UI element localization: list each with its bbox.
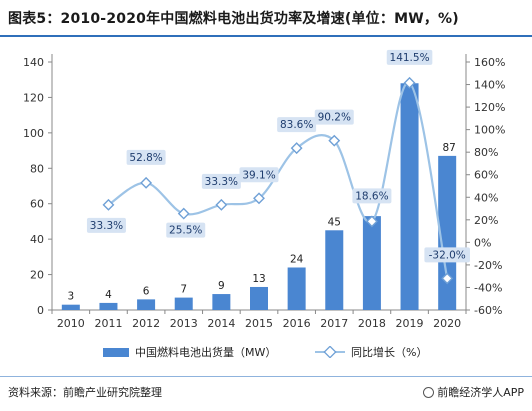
right-tick-label: -60% [474,304,502,317]
growth-label-box [166,222,206,238]
right-tick-label: 140% [474,79,505,92]
right-tick-label: 20% [474,214,498,227]
legend-item-bar: 中国燃料电池出货量（MW） [103,344,276,360]
bar [325,230,344,310]
right-tick-label: 80% [474,146,498,159]
right-tick-label: -40% [474,281,502,294]
growth-label-box [201,173,241,189]
growth-marker [328,134,341,147]
growth-label-box [424,247,470,263]
bar-value-label: 4 [105,289,112,301]
x-tick-label: 2015 [245,317,273,330]
bar [400,83,419,310]
legend-line-swatch [315,346,345,358]
growth-label-box [314,109,354,125]
legend-item-line: 同比增长（%） [315,344,427,360]
x-tick-label: 2016 [283,317,311,330]
left-tick-label: 40 [30,233,44,246]
growth-value-label: 25.5% [169,225,202,237]
growth-value-label: 33.3% [90,220,123,232]
x-tick-label: 2020 [433,317,461,330]
left-tick-label: 140 [23,56,44,69]
x-tick-label: 2010 [57,317,85,330]
bar [99,302,118,310]
bar-value-label: 45 [328,216,341,228]
bar [174,297,193,310]
left-tick-label: 80 [30,162,44,175]
left-tick-label: 100 [23,127,44,140]
chart-footer: 资料来源：前瞻产业研究院整理 前瞻经济学人APP [0,382,532,402]
left-tick-label: 120 [23,91,44,104]
bar [212,294,231,310]
growth-value-label: 33.3% [205,176,238,188]
growth-marker [365,215,378,228]
growth-value-label: 83.6% [280,119,313,131]
right-tick-label: 0% [474,236,491,249]
growth-value-label: 90.2% [318,112,351,124]
growth-label-box [386,49,433,65]
growth-marker [177,207,190,220]
right-tick-label: 60% [474,169,498,182]
growth-label-box [126,149,166,165]
bar-value-label: 6 [143,285,150,297]
left-tick-label: 20 [30,269,44,282]
chart-legend: 中国燃料电池出货量（MW） 同比增长（%） [0,344,532,360]
bar [287,267,306,310]
x-tick-label: 2014 [207,317,235,330]
right-tick-label: 40% [474,191,498,204]
x-tick-label: 2019 [396,317,424,330]
bar [438,155,457,310]
right-tick-label: -20% [474,259,502,272]
source-note: 资料来源：前瞻产业研究院整理 [8,386,162,399]
growth-value-label: 141.5% [390,52,430,64]
growth-value-label: -32.0% [429,249,466,261]
growth-value-label: 52.8% [129,152,162,164]
growth-label-box [239,167,279,183]
growth-label-box [86,217,126,233]
x-tick-label: 2011 [94,317,122,330]
growth-marker [102,198,115,211]
bar-value-label: 9 [218,280,225,292]
bar-value-label: 3 [67,291,74,303]
brand-name: 前瞻经济学人APP [437,386,524,399]
growth-marker [441,272,454,285]
growth-marker [215,198,228,211]
combo-chart: 0 20 40 60 80 100 120 140 -60% -40% -20% 0% 20% 40% 60… [23,49,505,330]
bar-value-label: 24 [290,253,304,265]
growth-marker [290,142,303,155]
brand-mark: 前瞻经济学人APP [423,384,524,400]
left-tick-label: 60 [30,198,44,211]
x-tick-label: 2018 [358,317,386,330]
growth-value-label: 18.6% [355,190,388,202]
right-tick-label: 120% [474,101,505,114]
title-divider [0,35,532,37]
bar-value-label: 13 [252,273,265,285]
growth-value-label: 39.1% [242,169,275,181]
bar [362,216,381,310]
x-tick-label: 2017 [320,317,348,330]
right-tick-label: 100% [474,124,505,137]
bar [250,286,268,310]
brand-logo-icon [423,386,435,398]
legend-bar-label: 中国燃料电池出货量（MW） [135,346,277,359]
growth-label-box [352,188,392,204]
legend-bar-swatch [103,347,129,357]
bar-value-label: 7 [180,284,187,296]
x-tick-label: 2013 [170,317,198,330]
bar-value-label: 87 [442,142,455,154]
legend-line-label: 同比增长（%） [351,346,428,359]
growth-marker [140,176,153,189]
left-tick-label: 0 [37,304,44,317]
growth-marker [253,192,265,205]
bar [137,299,156,310]
bar [61,304,80,310]
growth-marker [403,76,416,89]
x-tick-label: 2012 [132,317,160,330]
growth-label-box [277,117,317,133]
right-tick-label: 160% [474,56,505,69]
chart-title: 图表5：2010-2020年中国燃料电池出货功率及增速(单位：MW，%) [8,11,459,27]
footer-divider [0,376,532,377]
